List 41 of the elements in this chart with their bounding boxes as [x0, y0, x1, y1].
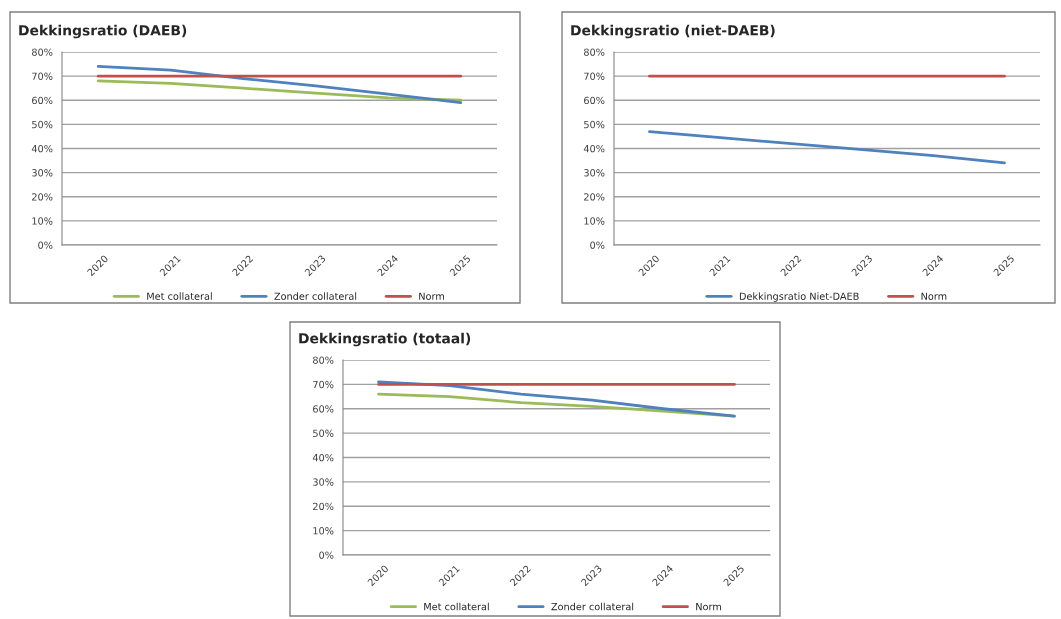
- y-tick-label: 30%: [584, 169, 605, 177]
- legend-label: Norm: [921, 292, 947, 300]
- y-tick-label: 20%: [313, 502, 334, 511]
- line-series: [96, 65, 463, 105]
- legend-label: Met collateral: [424, 602, 489, 611]
- y-tick-label: 50%: [32, 120, 53, 129]
- y-tick-label: 80%: [32, 48, 53, 56]
- legend-label: Zonder collateral: [274, 292, 357, 300]
- line-series: [648, 130, 1006, 165]
- y-tick-label: 80%: [584, 48, 605, 56]
- legend-label: Norm: [696, 603, 721, 611]
- y-tick-label: 60%: [313, 405, 334, 413]
- legend-label: Zonder collateral: [551, 602, 634, 611]
- y-tick-label: 80%: [313, 356, 334, 364]
- y-tick-label: 50%: [313, 429, 334, 437]
- line-series: [96, 79, 463, 102]
- y-tick-label: 30%: [313, 478, 334, 486]
- y-tick-label: 0%: [38, 241, 53, 249]
- chart-title: Dekkingsratio (niet-DAEB): [571, 24, 775, 39]
- y-tick-label: 40%: [31, 144, 53, 153]
- y-tick-label: 70%: [584, 72, 605, 80]
- y-tick-label: 20%: [32, 193, 53, 201]
- y-tick-label: 0%: [590, 241, 605, 249]
- chart-title: Dekkingsratio (totaal): [299, 332, 471, 347]
- chart-title: Dekkingsratio (DAEB): [19, 24, 187, 39]
- y-tick-label: 60%: [584, 96, 605, 105]
- legend-label: Dekkingsratio Niet-DAEB: [739, 292, 859, 302]
- y-tick-label: 70%: [32, 72, 53, 80]
- y-tick-label: 60%: [32, 96, 53, 105]
- y-tick-label: 40%: [583, 144, 605, 153]
- y-tick-label: 70%: [313, 380, 334, 389]
- y-tick-label: 10%: [32, 217, 53, 225]
- legend-label: Met collateral: [147, 292, 212, 300]
- y-tick-label: 10%: [313, 527, 334, 535]
- y-tick-label: 30%: [32, 169, 53, 177]
- y-tick-label: 50%: [584, 120, 605, 129]
- legend-label: Norm: [419, 292, 444, 300]
- y-tick-label: 20%: [584, 193, 605, 201]
- y-tick-label: 10%: [584, 217, 605, 225]
- y-tick-label: 40%: [312, 453, 334, 462]
- y-tick-label: 0%: [319, 551, 334, 559]
